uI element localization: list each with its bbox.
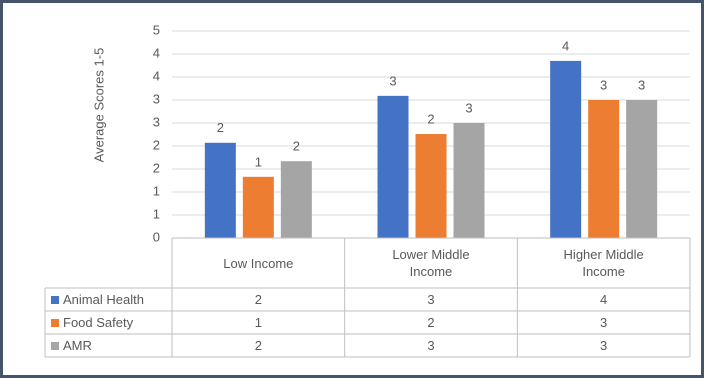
category-header: Low Income (172, 238, 345, 288)
y-tick-label: 2 (153, 160, 160, 175)
y-tick-label: 3 (153, 91, 160, 106)
y-tick-label: 1 (153, 183, 160, 198)
cell-text: 2 (254, 292, 262, 307)
data-label: 2 (217, 120, 224, 135)
y-tick-label: 1 (153, 206, 160, 221)
cell-text: 1 (254, 315, 262, 330)
y-axis-label: Average Scores 1-5 (91, 48, 106, 163)
data-label: 3 (638, 77, 645, 92)
legend-entry: AMR (45, 334, 172, 357)
legend-entry: Animal Health (45, 288, 172, 311)
y-tick-label: 2 (153, 137, 160, 152)
cell-text: 2 (254, 338, 262, 353)
table-cell: 2 (345, 311, 518, 334)
y-tick-label: 4 (153, 68, 160, 83)
table-cell: 3 (345, 288, 518, 311)
bar (588, 100, 620, 238)
table-cell: 3 (517, 334, 690, 357)
y-tick-label: 4 (153, 45, 160, 60)
legend-swatch (51, 318, 59, 327)
bar (242, 176, 274, 238)
cell-text: Low Income (223, 255, 294, 271)
category-header: Higher Middle Income (517, 238, 690, 288)
legend-swatch (51, 295, 59, 304)
bar (453, 123, 485, 238)
bar (280, 161, 312, 238)
cell-text: Higher Middle Income (563, 247, 644, 279)
table-cell: 3 (517, 311, 690, 334)
cell-text: 3 (600, 338, 608, 353)
data-label: 3 (465, 100, 472, 115)
cell-text: 3 (427, 292, 435, 307)
cell-text: 3 (427, 338, 435, 353)
data-label: 2 (293, 139, 300, 154)
table-cell: 2 (172, 334, 345, 357)
legend-entry: Food Safety (45, 311, 172, 334)
table-cell: 3 (345, 334, 518, 357)
bar (204, 142, 236, 238)
cell-text: 3 (600, 315, 608, 330)
legend-label: AMR (63, 338, 92, 353)
data-label: 1 (255, 154, 262, 169)
data-label: 2 (427, 111, 434, 126)
bar (377, 95, 409, 238)
table-cell: 1 (172, 311, 345, 334)
y-tick-label: 3 (153, 114, 160, 129)
bar (550, 60, 582, 239)
table-cell: 2 (172, 288, 345, 311)
table-cell: 4 (517, 288, 690, 311)
legend-label: Food Safety (63, 315, 134, 330)
category-header: Lower Middle Income (345, 238, 518, 288)
cell-text: Lower Middle Income (392, 247, 470, 279)
legend-swatch (51, 341, 59, 350)
y-tick-label: 0 (153, 229, 160, 244)
data-label: 3 (600, 77, 607, 92)
cell-text: 4 (600, 292, 608, 307)
cell-text: 2 (427, 315, 435, 330)
bar (415, 134, 447, 238)
data-label: 3 (389, 73, 396, 88)
legend-label: Animal Health (63, 292, 144, 307)
data-label: 4 (562, 38, 569, 53)
bar (626, 100, 658, 238)
y-tick-label: 5 (153, 22, 160, 37)
